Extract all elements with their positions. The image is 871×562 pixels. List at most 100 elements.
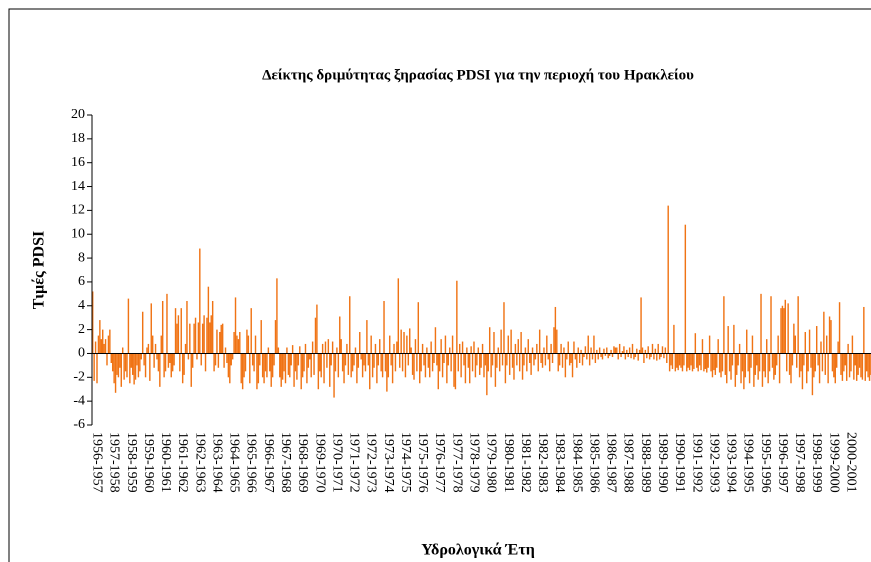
bar [688, 353, 691, 371]
bar [259, 353, 261, 366]
bar [677, 353, 679, 371]
bar [701, 339, 704, 354]
bar [711, 353, 714, 378]
bar [307, 353, 310, 368]
x-tick-label: 2000-2001 [843, 432, 858, 493]
bar [317, 353, 320, 390]
bar [738, 343, 741, 354]
bar [741, 353, 744, 372]
bar [490, 353, 492, 378]
y-tick-label: 10 [71, 226, 85, 241]
bar [329, 353, 331, 387]
bar [838, 302, 841, 354]
bar [186, 301, 188, 354]
bar [723, 296, 725, 354]
bar [431, 353, 434, 372]
y-tick-label: -4 [73, 393, 85, 408]
bar [124, 353, 127, 372]
bar [721, 353, 724, 372]
bar [240, 353, 242, 384]
bar [784, 299, 787, 354]
bar [550, 343, 552, 354]
bar [406, 335, 408, 354]
bar [724, 353, 727, 375]
bar [840, 353, 842, 375]
bar [476, 353, 478, 366]
x-tick-label: 1976-1977 [432, 432, 447, 493]
bar [164, 353, 167, 372]
bar [419, 353, 421, 384]
bar [728, 353, 731, 372]
bar [133, 353, 135, 385]
bar [804, 332, 806, 354]
bar [296, 353, 298, 380]
bar [161, 301, 164, 354]
bar [858, 353, 861, 368]
bar [390, 353, 392, 366]
bar [136, 353, 138, 366]
bar [783, 308, 785, 354]
bar [436, 353, 438, 366]
bar [139, 353, 141, 372]
bar [676, 353, 678, 368]
bar [820, 341, 822, 354]
bar [581, 353, 584, 366]
x-tick-label: 1968-1969 [295, 432, 310, 493]
bar [761, 353, 764, 387]
bar [674, 353, 677, 372]
bar [354, 347, 357, 354]
bar [100, 339, 102, 354]
bar [337, 353, 340, 378]
bar [603, 348, 605, 354]
bar [283, 353, 285, 372]
bar [687, 353, 689, 368]
bar [678, 353, 681, 366]
bar [241, 353, 244, 390]
bar [634, 353, 637, 358]
x-axis-label: Υδρολογικά Έτη [421, 542, 535, 559]
x-tick-label: 1962-1963 [192, 432, 207, 493]
bar [788, 353, 791, 375]
bar [417, 302, 420, 354]
bar [694, 333, 697, 354]
bar [369, 353, 371, 390]
bar [708, 335, 711, 354]
bar [156, 353, 158, 360]
bar [533, 353, 535, 366]
y-tick-label: -6 [73, 417, 85, 432]
bar [817, 353, 819, 366]
bar [496, 353, 498, 368]
bar [194, 317, 197, 354]
x-tick-label: 1987-1988 [621, 432, 636, 493]
bar [160, 335, 162, 354]
bar [451, 335, 454, 354]
bar [608, 353, 611, 356]
bar [557, 353, 559, 372]
x-tick-label: 1998-1999 [809, 432, 824, 493]
y-tick-label: 6 [78, 274, 85, 289]
bar [558, 353, 561, 366]
y-tick-label: 18 [71, 131, 85, 146]
bar [389, 335, 391, 354]
bar [301, 353, 304, 378]
bar [277, 347, 280, 354]
bar [766, 339, 768, 354]
bar [350, 353, 352, 378]
bar [270, 353, 272, 387]
bar [651, 343, 654, 354]
bar [334, 353, 337, 372]
bar [420, 353, 422, 372]
bar [103, 343, 105, 354]
bar [868, 353, 871, 381]
bar [410, 347, 412, 354]
bar [807, 353, 809, 372]
bar [586, 353, 588, 360]
bar [653, 353, 655, 360]
bar [114, 353, 117, 393]
bar [626, 349, 628, 354]
bar [347, 353, 350, 375]
bar [696, 353, 698, 368]
bar [189, 323, 191, 354]
bar [457, 353, 459, 372]
